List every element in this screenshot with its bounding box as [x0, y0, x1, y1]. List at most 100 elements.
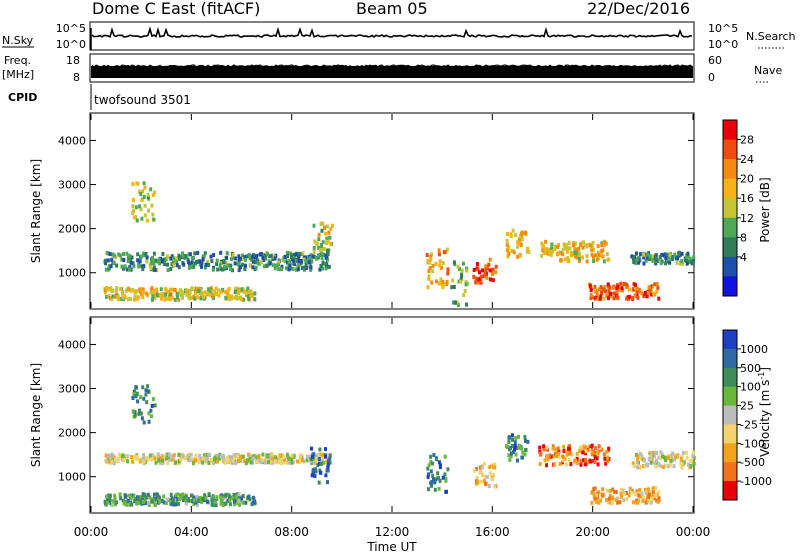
data-cell: [590, 247, 594, 252]
data-cell: [632, 260, 636, 264]
data-cell: [126, 259, 130, 264]
data-cell: [157, 257, 161, 262]
data-cell: [141, 290, 145, 295]
data-cell: [149, 187, 153, 192]
data-cell: [181, 454, 185, 459]
data-cell: [209, 254, 213, 259]
data-cell: [601, 493, 605, 498]
data-cell: [475, 262, 479, 266]
data-cell: [305, 266, 309, 271]
colorbar-swatch: [723, 405, 737, 425]
data-cell: [248, 254, 252, 259]
data-cell: [581, 245, 585, 250]
data-cell: [665, 252, 669, 257]
data-cell: [517, 445, 521, 450]
data-cell: [596, 462, 600, 467]
data-cell: [268, 453, 272, 458]
data-cell: [427, 463, 431, 468]
data-cell: [301, 251, 305, 256]
data-cell: [133, 290, 137, 295]
data-cell: [217, 288, 220, 293]
data-cell: [237, 263, 241, 268]
data-cell: [515, 446, 519, 450]
data-cell: [299, 252, 303, 256]
data-cell: [228, 498, 232, 502]
data-cell: [585, 259, 589, 264]
data-cell: [631, 256, 635, 261]
data-cell: [276, 263, 280, 268]
data-cell: [207, 263, 211, 267]
data-cell: [226, 455, 230, 460]
data-cell: [231, 252, 235, 257]
data-cell: [184, 498, 188, 503]
colorbar-swatch: [723, 330, 737, 350]
data-cell: [122, 457, 126, 462]
data-cell: [243, 255, 247, 260]
data-cell: [551, 446, 555, 451]
data-cell: [214, 286, 218, 291]
data-cell: [247, 297, 251, 301]
data-cell: [435, 279, 438, 284]
data-cell: [140, 216, 144, 221]
data-cell: [219, 250, 223, 255]
data-cell: [427, 487, 430, 492]
data-cell: [648, 451, 652, 456]
data-cell: [213, 500, 217, 505]
data-cell: [137, 264, 141, 269]
data-cell: [484, 264, 488, 269]
data-cell: [136, 500, 140, 505]
data-cell: [581, 450, 585, 455]
data-cell: [242, 297, 246, 302]
data-cell: [170, 295, 174, 300]
data-cell: [208, 292, 212, 297]
data-cell: [190, 286, 194, 291]
data-cell: [145, 456, 149, 461]
data-cell: [459, 277, 463, 281]
data-cell: [282, 455, 285, 460]
nave-label: Nave: [754, 64, 782, 77]
data-cell: [459, 279, 463, 284]
data-cell: [634, 285, 637, 290]
data-cell: [128, 253, 132, 258]
velocity-y-ticks: 4000 3000 2000 1000: [58, 338, 694, 484]
data-cell: [506, 232, 509, 237]
data-cell: [523, 452, 527, 457]
data-cell: [222, 454, 225, 459]
data-cell: [635, 290, 639, 295]
data-cell: [668, 260, 672, 265]
data-cell: [325, 241, 328, 246]
data-cell: [328, 235, 332, 240]
data-cell: [427, 274, 431, 279]
data-cell: [132, 493, 136, 498]
data-cell: [224, 261, 228, 266]
data-cell: [634, 260, 638, 265]
data-cell: [659, 455, 662, 460]
data-cell: [133, 413, 137, 418]
data-cell: [565, 449, 568, 454]
data-cell: [553, 247, 557, 252]
data-cell: [620, 494, 623, 499]
data-cell: [593, 284, 597, 289]
data-cell: [655, 451, 658, 455]
data-cell: [164, 500, 168, 505]
data-cell: [577, 246, 581, 251]
data-cell: [444, 476, 448, 481]
data-cell: [649, 500, 653, 505]
data-cell: [161, 458, 164, 463]
data-cell: [190, 256, 194, 261]
data-cell: [594, 289, 598, 294]
data-cell: [579, 445, 582, 450]
data-cell: [110, 296, 114, 301]
data-cell: [595, 257, 599, 262]
data-cell: [330, 223, 334, 228]
data-cell: [551, 444, 555, 449]
data-cell: [555, 454, 558, 459]
data-cell: [589, 293, 593, 297]
data-cell: [318, 468, 322, 473]
data-cell: [651, 254, 654, 259]
data-cell: [688, 256, 692, 261]
data-cell: [223, 496, 227, 501]
data-cell: [631, 461, 635, 466]
data-cell: [427, 276, 431, 281]
data-cell: [131, 204, 135, 209]
